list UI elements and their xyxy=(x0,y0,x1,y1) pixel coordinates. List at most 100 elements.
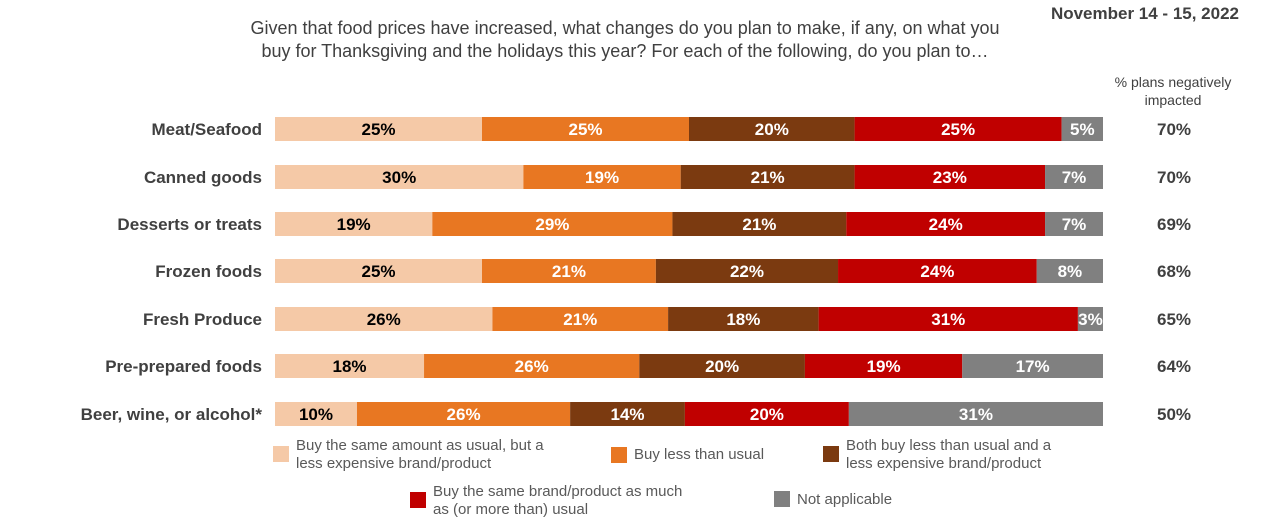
bar-value-label: 3% xyxy=(1078,310,1103,329)
bar-segment xyxy=(424,354,640,378)
bar-value-label: 25% xyxy=(568,120,602,139)
category-label: Fresh Produce xyxy=(143,310,262,329)
category-label: Canned goods xyxy=(144,168,262,187)
bar-value-label: 26% xyxy=(367,310,401,329)
bar-segment xyxy=(672,212,847,236)
legend-swatch xyxy=(611,447,627,463)
legend-label-line1: Not applicable xyxy=(797,491,893,508)
bar-value-label: 30% xyxy=(382,168,416,187)
bar-value-label: 29% xyxy=(535,215,569,234)
bar-segment xyxy=(275,354,425,378)
bar-value-label: 20% xyxy=(750,405,784,424)
bar-segment xyxy=(1036,259,1103,283)
legend-label-line1: Buy less than usual xyxy=(634,446,765,463)
legend-label-line2: as (or more than) usual xyxy=(433,501,589,518)
negatively-impacted-value: 50% xyxy=(1157,405,1191,424)
legend-swatch xyxy=(410,492,426,508)
bar-value-label: 25% xyxy=(361,120,395,139)
negatively-impacted-value: 70% xyxy=(1157,120,1191,139)
bar-segment xyxy=(684,402,849,426)
bar-segment xyxy=(668,307,819,331)
bar-segment xyxy=(854,165,1046,189)
bar-segment xyxy=(1045,165,1103,189)
bar-value-label: 22% xyxy=(730,262,764,281)
bar-value-label: 21% xyxy=(751,168,785,187)
bar-value-label: 25% xyxy=(941,120,975,139)
bar-value-label: 7% xyxy=(1062,168,1087,187)
legend-label-line1: Both buy less than usual and a xyxy=(846,437,1052,454)
legend-swatch xyxy=(823,446,839,462)
negatively-impacted-header: % plans negatively impacted xyxy=(1114,74,1232,108)
bar-segment xyxy=(275,212,433,236)
bar-segment xyxy=(854,117,1062,141)
category-label: Desserts or treats xyxy=(117,215,262,234)
bar-value-label: 20% xyxy=(755,120,789,139)
bar-value-label: 17% xyxy=(1016,357,1050,376)
bar-value-label: 19% xyxy=(585,168,619,187)
bar-segment xyxy=(639,354,805,378)
bar-value-label: 21% xyxy=(563,310,597,329)
bar-segment xyxy=(482,117,689,141)
legend-label-line1: Buy the same amount as usual, but a xyxy=(296,437,544,454)
bar-segment xyxy=(523,165,681,189)
chart-question: Given that food prices have increased, w… xyxy=(250,18,1000,61)
bar-segment xyxy=(275,402,357,426)
bar-value-label: 19% xyxy=(337,215,371,234)
bar-value-label: 31% xyxy=(931,310,965,329)
bar-value-label: 25% xyxy=(361,262,395,281)
bar-value-label: 7% xyxy=(1062,215,1087,234)
bar-value-label: 26% xyxy=(447,405,481,424)
bar-value-label: 21% xyxy=(742,215,776,234)
negatively-impacted-value: 64% xyxy=(1157,357,1191,376)
bar-value-label: 8% xyxy=(1058,262,1083,281)
bar-segment xyxy=(570,402,685,426)
bar-value-label: 10% xyxy=(299,405,333,424)
bar-value-label: 19% xyxy=(867,357,901,376)
bar-segment xyxy=(838,259,1037,283)
bar-value-label: 24% xyxy=(929,215,963,234)
bar-segment xyxy=(275,259,482,283)
bar-segment xyxy=(492,307,669,331)
bar-segment xyxy=(1045,212,1103,236)
bar-segment xyxy=(962,354,1103,378)
bar-segment xyxy=(848,402,1103,426)
bar-segment xyxy=(655,259,839,283)
bar-segment xyxy=(1061,117,1103,141)
category-label: Frozen foods xyxy=(155,262,262,281)
bar-segment xyxy=(818,307,1078,331)
negatively-impacted-value: 65% xyxy=(1157,310,1191,329)
bar-value-label: 31% xyxy=(959,405,993,424)
bar-segment xyxy=(275,165,524,189)
bar-segment xyxy=(846,212,1046,236)
bar-segment xyxy=(275,307,493,331)
category-label: Meat/Seafood xyxy=(151,120,262,139)
bar-value-label: 24% xyxy=(920,262,954,281)
bar-value-label: 26% xyxy=(515,357,549,376)
bar-segment xyxy=(804,354,963,378)
negatively-impacted-value: 70% xyxy=(1157,168,1191,187)
legend-label-line1: Buy the same brand/product as much xyxy=(433,483,683,500)
legend-label-line2: less expensive brand/product xyxy=(296,455,492,472)
bar-segment xyxy=(1077,307,1103,331)
bar-segment xyxy=(432,212,673,236)
legend-label-line2: less expensive brand/product xyxy=(846,455,1042,472)
category-label: Beer, wine, or alcohol* xyxy=(81,405,263,424)
negatively-impacted-value: 68% xyxy=(1157,262,1191,281)
bar-value-label: 18% xyxy=(333,357,367,376)
legend-swatch xyxy=(774,491,790,507)
survey-date: November 14 - 15, 2022 xyxy=(1050,4,1239,23)
bar-value-label: 14% xyxy=(610,405,644,424)
legend-swatch xyxy=(273,446,289,462)
bar-value-label: 20% xyxy=(705,357,739,376)
bar-segment xyxy=(689,117,855,141)
bar-segment xyxy=(356,402,571,426)
bar-segment xyxy=(680,165,855,189)
bar-value-label: 5% xyxy=(1070,120,1095,139)
bar-value-label: 23% xyxy=(933,168,967,187)
bar-segment xyxy=(482,259,656,283)
bar-segment xyxy=(275,117,482,141)
stacked-bar-chart: Meat/Seafood 25% 25% 20% 25% 5% 70% Canned good… xyxy=(81,117,1191,426)
bar-value-label: 18% xyxy=(726,310,760,329)
bar-value-label: 21% xyxy=(552,262,586,281)
category-label: Pre-prepared foods xyxy=(105,357,262,376)
